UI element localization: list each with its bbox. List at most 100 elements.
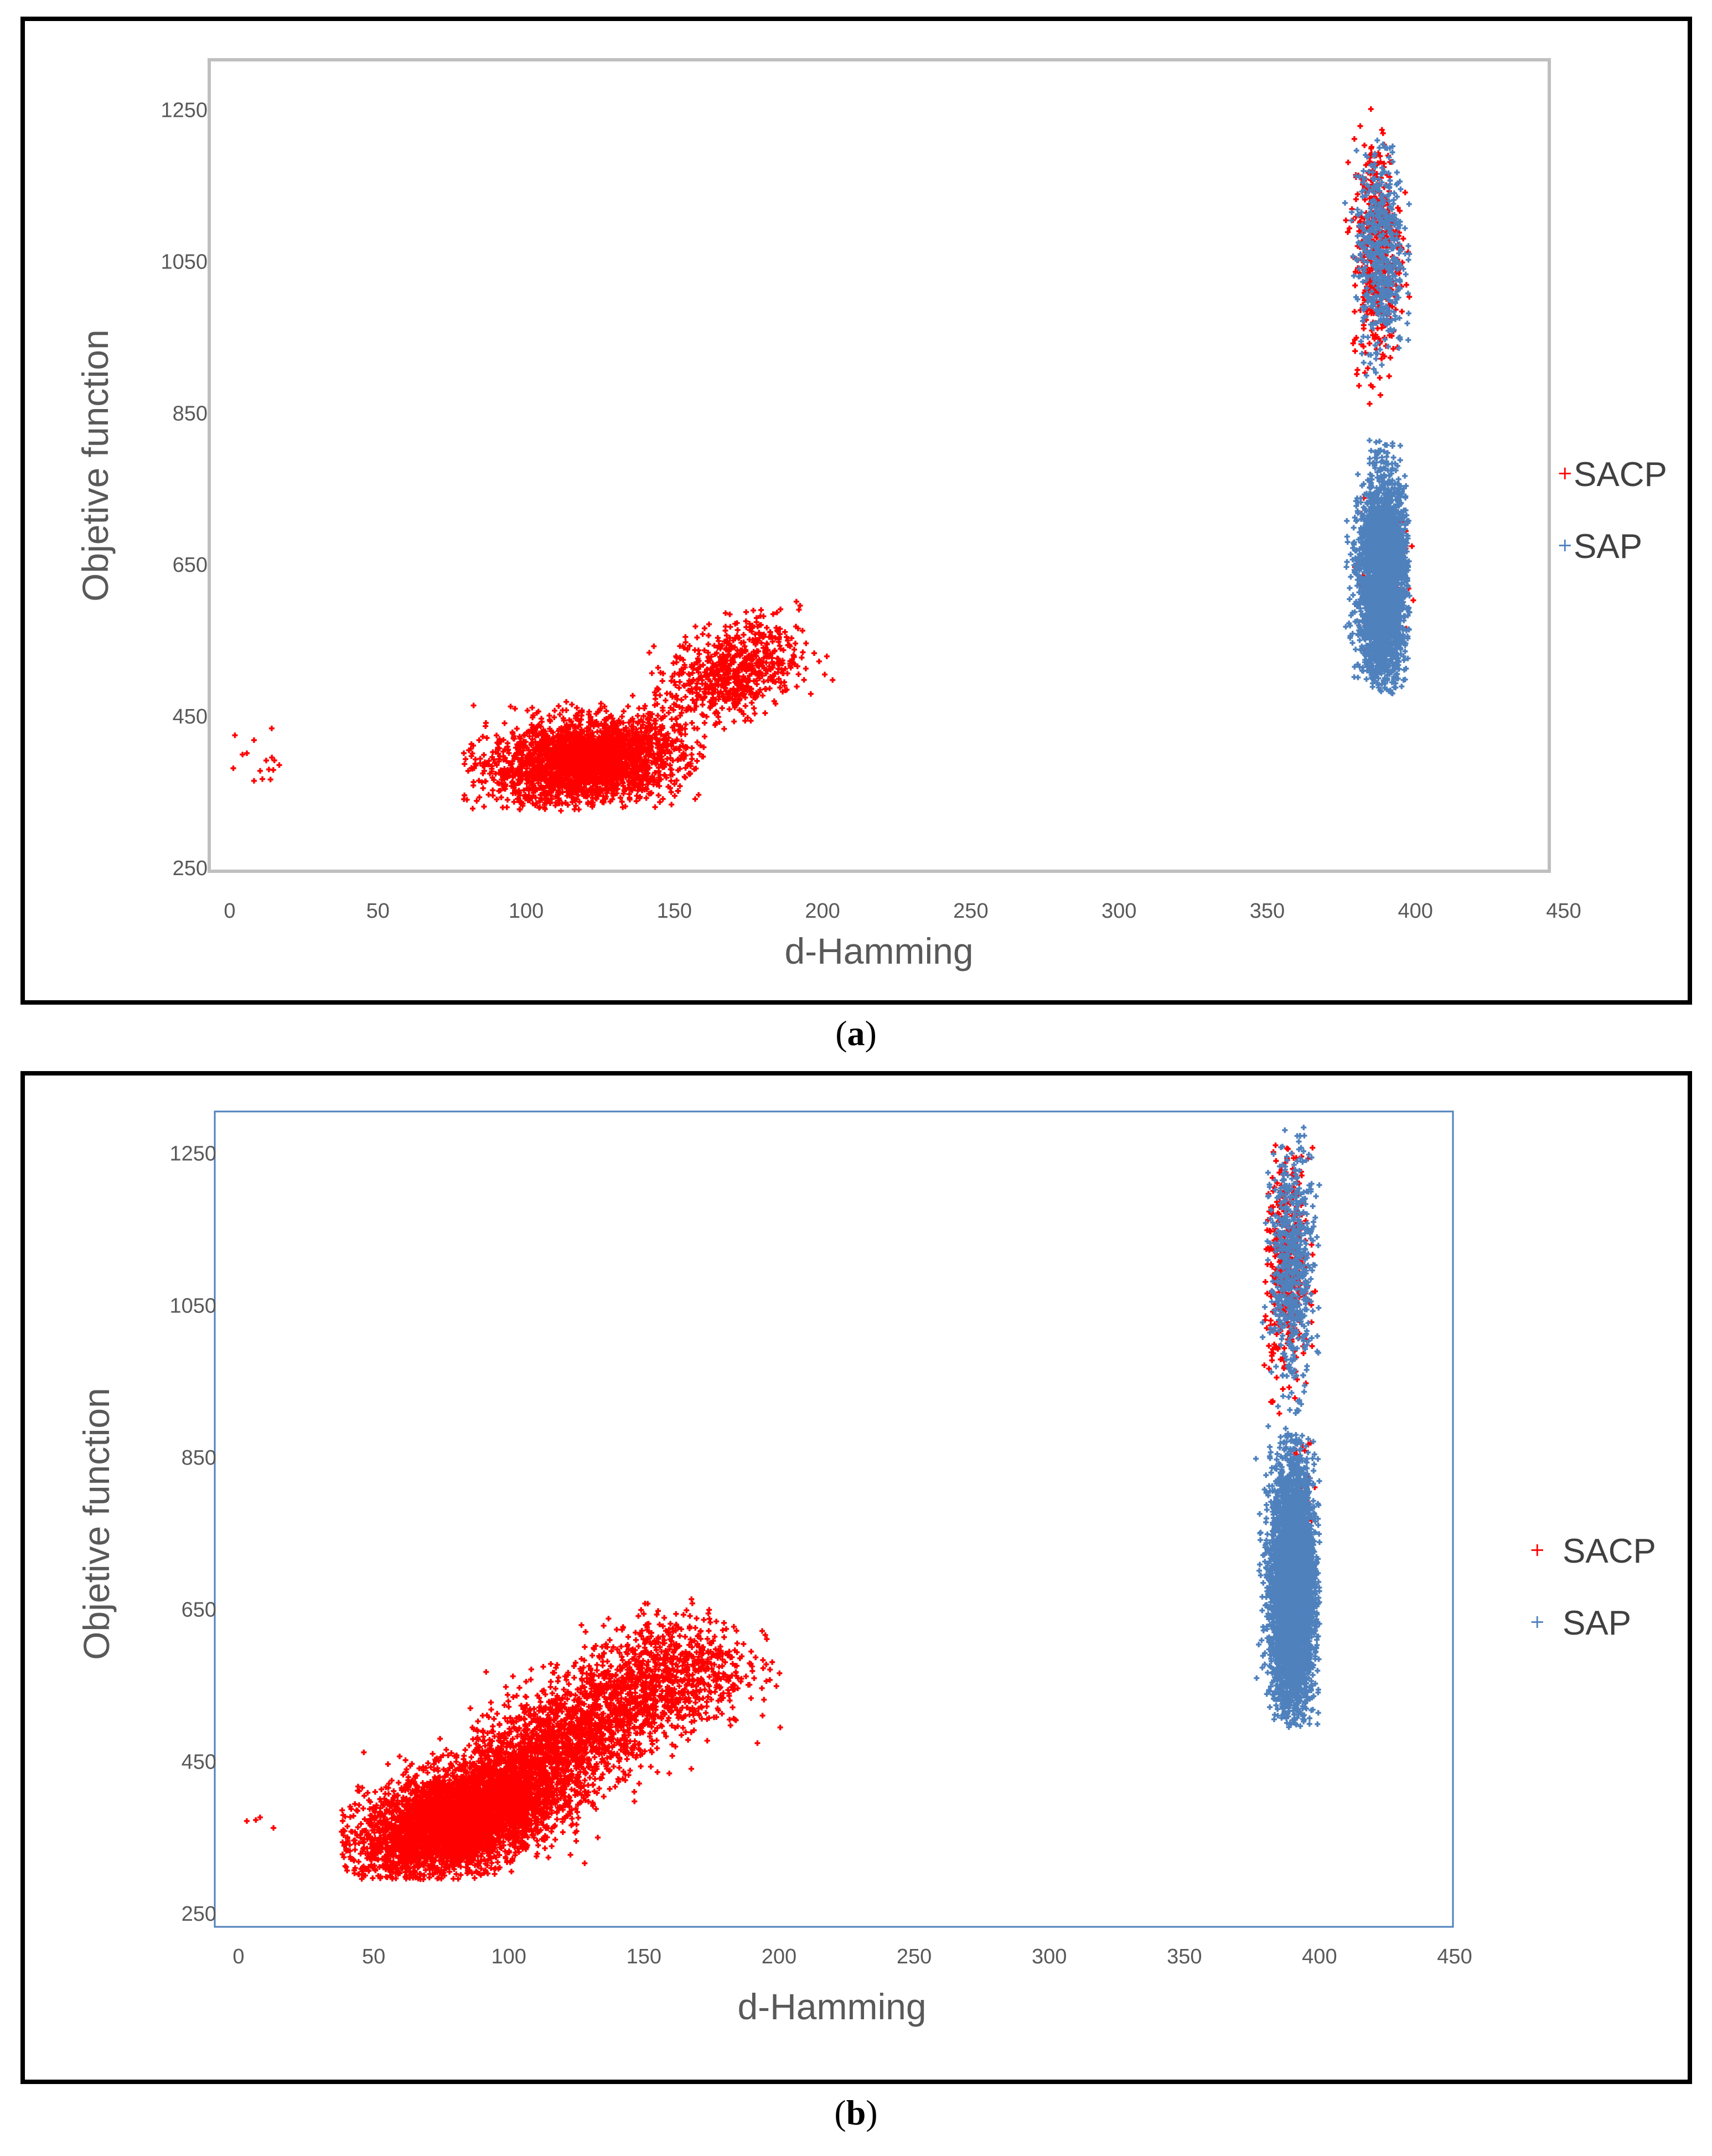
scatter-point-sacp [677, 783, 683, 789]
scatter-point-sacp [666, 710, 672, 716]
scatter-point-sacp [694, 634, 700, 640]
scatter-point-sap [1374, 137, 1380, 143]
scatter-point-sacp [816, 658, 822, 664]
scatter-point-sacp [694, 758, 700, 764]
scatter-point-sacp [811, 650, 817, 656]
scatter-point-sap [1350, 592, 1356, 598]
scatter-point-sacp [762, 710, 768, 716]
scatter-point-sacp [726, 706, 732, 712]
scatter-point-sacp [625, 704, 631, 710]
scatter-point-sacp [679, 697, 685, 703]
scatter-point-sacp [792, 640, 798, 647]
scatter-point-sacp [556, 703, 562, 709]
scatter-point-sacp [511, 799, 517, 805]
scatter-point-sacp [526, 733, 532, 740]
scatter-point-sacp [1352, 282, 1358, 288]
scatter-point-sacp [689, 720, 695, 726]
scatter-point-sacp [652, 804, 658, 810]
scatter-point-sacp [572, 725, 578, 731]
scatter-point-sacp [268, 725, 275, 731]
scatter-point-sacp [682, 694, 689, 700]
scatter-point-sacp [701, 720, 707, 726]
scatter-point-sacp [490, 793, 496, 799]
scatter-point-sacp [663, 697, 669, 704]
scatter-point-sacp [764, 625, 770, 631]
scatter-point-sacp [697, 742, 704, 748]
scatter-point-sacp [778, 606, 784, 612]
scatter-point-sacp [692, 647, 698, 653]
scatter-point-sacp [692, 623, 699, 629]
scatter-point-sacp [1377, 392, 1383, 398]
scatter-point-sacp [480, 785, 486, 792]
scatter-point-sacp [694, 740, 700, 746]
scatter-point-sacp [524, 707, 530, 714]
scatter-point-sacp [668, 789, 674, 795]
scatter-point-sap [1403, 271, 1409, 277]
scatter-point-sacp [748, 718, 754, 724]
scatter-point-sacp [801, 677, 807, 683]
scatter-point-sacp [558, 808, 564, 814]
scatter-point-sacp [267, 777, 273, 783]
scatter-point-sacp [463, 756, 469, 762]
scatter-point-sacp [681, 774, 687, 780]
scatter-point-sacp [1352, 309, 1358, 315]
scatter-point-sacp [462, 761, 468, 767]
scatter-point-sacp [619, 714, 625, 720]
scatter-point-sacp [722, 623, 728, 629]
scatter-point-sacp [824, 653, 830, 659]
scatter-point-sacp [808, 691, 814, 697]
scatter-point-sacp [1345, 159, 1351, 166]
scatter-point-sap [1373, 356, 1379, 362]
scatter-point-sacp [793, 598, 799, 604]
scatter-point-sacp [263, 757, 269, 763]
scatter-point-sacp [483, 778, 489, 784]
scatter-point-sacp [573, 803, 579, 809]
scatter-point-sacp [481, 804, 487, 810]
scatter-point-sacp [270, 767, 276, 773]
scatter-point-sacp [655, 712, 661, 718]
scatter-point-sacp [743, 609, 749, 615]
scatter-point-sacp [649, 670, 655, 676]
scatter-point-sacp [651, 643, 657, 649]
scatter-point-sacp [494, 797, 500, 803]
scatter-point-sap [1405, 257, 1411, 263]
scatter-point-sacp [795, 671, 801, 678]
scatter-point-sacp [230, 765, 236, 771]
scatter-point-sacp [465, 768, 471, 774]
scatter-point-sacp [721, 726, 727, 732]
scatter-point-sacp [759, 692, 766, 699]
scatter-point-sacp [1409, 543, 1415, 549]
scatter-point-sacp [701, 744, 707, 750]
scatter-point-sacp [692, 796, 699, 802]
scatter-point-sacp [461, 750, 467, 756]
scatter-point-sacp [754, 681, 760, 687]
scatter-point-sacp [752, 711, 758, 717]
scatter-point-sacp [276, 762, 282, 768]
scatter-point-sacp [598, 701, 604, 706]
scatter-point-sacp [1367, 401, 1373, 407]
scatter-point-sacp [461, 796, 467, 802]
scatter-point-sacp [494, 732, 500, 738]
scatter-point-sacp [257, 768, 263, 774]
scatter-point-sacp [655, 792, 661, 798]
scatter-point-sacp [563, 707, 570, 714]
scatter-point-sacp [514, 726, 520, 732]
scatter-point-sacp [1351, 136, 1357, 142]
scatter-point-sacp [1343, 218, 1349, 224]
scatter-point-sacp [472, 756, 478, 762]
scatter-point-sacp [1387, 355, 1393, 361]
scatter-point-sacp [715, 635, 721, 641]
scatter-point-sacp [635, 712, 641, 718]
scatter-point-sacp [1352, 348, 1358, 354]
scatter-point-sacp [799, 655, 805, 661]
scatter-point-sacp [751, 607, 757, 613]
scatter-point-sap [1404, 320, 1410, 327]
scatter-point-sacp [620, 709, 627, 715]
plot-area-border-a [208, 58, 1551, 873]
scatter-point-sap [1361, 334, 1367, 340]
scatter-point-sacp [701, 625, 707, 632]
scatter-point-sacp [794, 684, 800, 690]
scatter-point-sacp [767, 685, 773, 691]
scatter-point-sacp [700, 631, 706, 637]
scatter-point-sacp [800, 649, 806, 655]
